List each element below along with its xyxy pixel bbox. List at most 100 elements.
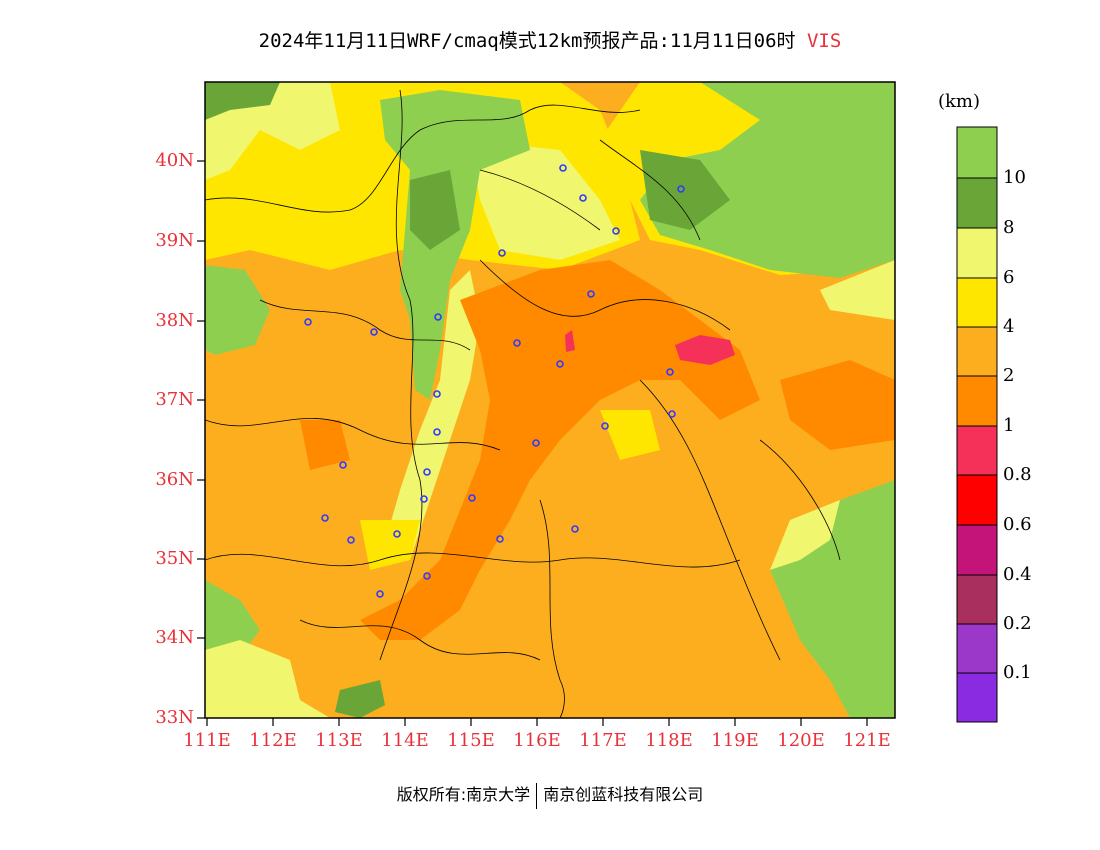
boundary-line [299, 619, 541, 661]
vis-zone-6to8km-coast [820, 260, 895, 320]
lon-ticks [206, 718, 868, 726]
city-marker [423, 468, 431, 476]
vis-zone-8to10km-ne [640, 150, 730, 230]
lon-label-113e: 113E [315, 730, 363, 751]
vis-zone-4to6km-shandong [600, 410, 660, 460]
vis-zone-1to2km-west [300, 420, 350, 470]
city-marker [587, 290, 595, 298]
lon-label-114e: 114E [381, 730, 429, 751]
colorbar-frame [956, 126, 998, 723]
city-marker [304, 318, 312, 326]
city-marker [496, 535, 504, 543]
admin-boundaries [205, 89, 841, 718]
colorbar-label: 0.6 [1003, 514, 1032, 535]
vis-zone-6to8km-south [205, 640, 330, 718]
boundary-line [539, 499, 565, 718]
copyright-left: 版权所有:南京大学 [396, 785, 531, 804]
colorbar-label: 0.1 [1003, 662, 1032, 683]
lat-label-35n: 35N [155, 548, 194, 569]
city-marker [579, 194, 587, 202]
colorbar-swatch [957, 327, 997, 376]
lat-label-39n: 39N [155, 230, 194, 251]
colorbar-label: 0.4 [1003, 564, 1032, 585]
colorbar-dividers [957, 177, 997, 674]
vis-zone-6to8km-beijing [470, 140, 620, 260]
lon-label-115e: 115E [447, 730, 495, 751]
city-markers [304, 164, 685, 598]
city-marker [571, 525, 579, 533]
vis-zone-8to10km-south [335, 680, 385, 718]
boundary-line [379, 89, 423, 661]
city-marker [601, 422, 609, 430]
lat-label-38n: 38N [155, 310, 194, 331]
vis-zone-4to6km-henan [360, 520, 420, 570]
figure-title: 2024年11月11日WRF/cmaq模式12km预报产品:11月11日06时 … [0, 26, 1100, 53]
lon-label-121e: 121E [843, 730, 891, 751]
city-marker [434, 313, 442, 321]
colorbar-swatch [957, 426, 997, 475]
boundary-line [205, 552, 741, 568]
city-marker [370, 328, 378, 336]
colorbar-label: 1 [1003, 415, 1015, 436]
lon-label-112e: 112E [249, 730, 297, 751]
copyright-footer: 版权所有:南京大学 南京创蓝科技有限公司 [0, 781, 1100, 809]
city-marker [677, 185, 685, 193]
city-marker [321, 514, 329, 522]
colorbar-swatch [957, 178, 997, 228]
city-marker [423, 572, 431, 580]
vis-zone-1to2km-band [360, 260, 760, 640]
colorbar-swatch [957, 575, 997, 624]
lon-label-111e: 111E [183, 730, 231, 751]
footer-separator [536, 782, 538, 809]
city-marker [339, 461, 347, 469]
colorbar-swatch [957, 673, 997, 722]
lat-label-36n: 36N [155, 469, 194, 490]
boundary-line [205, 417, 501, 451]
colorbar-swatch [957, 228, 997, 278]
city-marker [433, 428, 441, 436]
city-marker [376, 590, 384, 598]
city-marker [556, 360, 564, 368]
lat-label-33n: 33N [155, 707, 194, 728]
vis-zone-1to2km-east [780, 360, 895, 450]
lat-ticks [197, 160, 205, 719]
copyright-right: 南京创蓝科技有限公司 [543, 785, 704, 804]
colorbar-label: 0.8 [1003, 464, 1032, 485]
city-marker [668, 410, 676, 418]
title-main: 2024年11月11日WRF/cmaq模式12km预报产品:11月11日06时 [258, 30, 796, 52]
colorbar-label: 8 [1003, 217, 1015, 238]
city-marker [513, 339, 521, 347]
visibility-field [205, 82, 895, 718]
vis-zone-gt10km-west [205, 265, 270, 355]
city-marker [433, 390, 441, 398]
lon-label-118e: 118E [645, 730, 693, 751]
lat-label-37n: 37N [155, 389, 194, 410]
vis-zone-gt10km-bohai [640, 82, 895, 278]
colorbar-label: 2 [1003, 365, 1015, 386]
vis-zone-gt10km-taihang [380, 90, 530, 400]
city-marker [347, 536, 355, 544]
colorbar-swatch [957, 127, 997, 178]
colorbar [956, 126, 998, 723]
city-marker [393, 530, 401, 538]
colorbar-swatch [957, 624, 997, 673]
vis-zone-8to10km-taihang [410, 170, 460, 250]
vis-zone-6to8km-strip [380, 270, 480, 560]
colorbar-swatch [957, 525, 997, 575]
city-marker [468, 494, 476, 502]
boundary-line [599, 139, 701, 241]
colorbar-swatch [957, 475, 997, 525]
city-marker [532, 439, 540, 447]
boundary-line [259, 299, 471, 351]
colorbar-label: 0.2 [1003, 613, 1032, 634]
lon-label-116e: 116E [513, 730, 561, 751]
boundary-line [479, 169, 601, 231]
city-marker [559, 164, 567, 172]
lat-label-34n: 34N [155, 627, 194, 648]
vis-zone-gt10km-sw [205, 580, 260, 655]
city-marker [666, 368, 674, 376]
colorbar-unit: (km) [938, 91, 981, 112]
lon-label-119e: 119E [711, 730, 759, 751]
